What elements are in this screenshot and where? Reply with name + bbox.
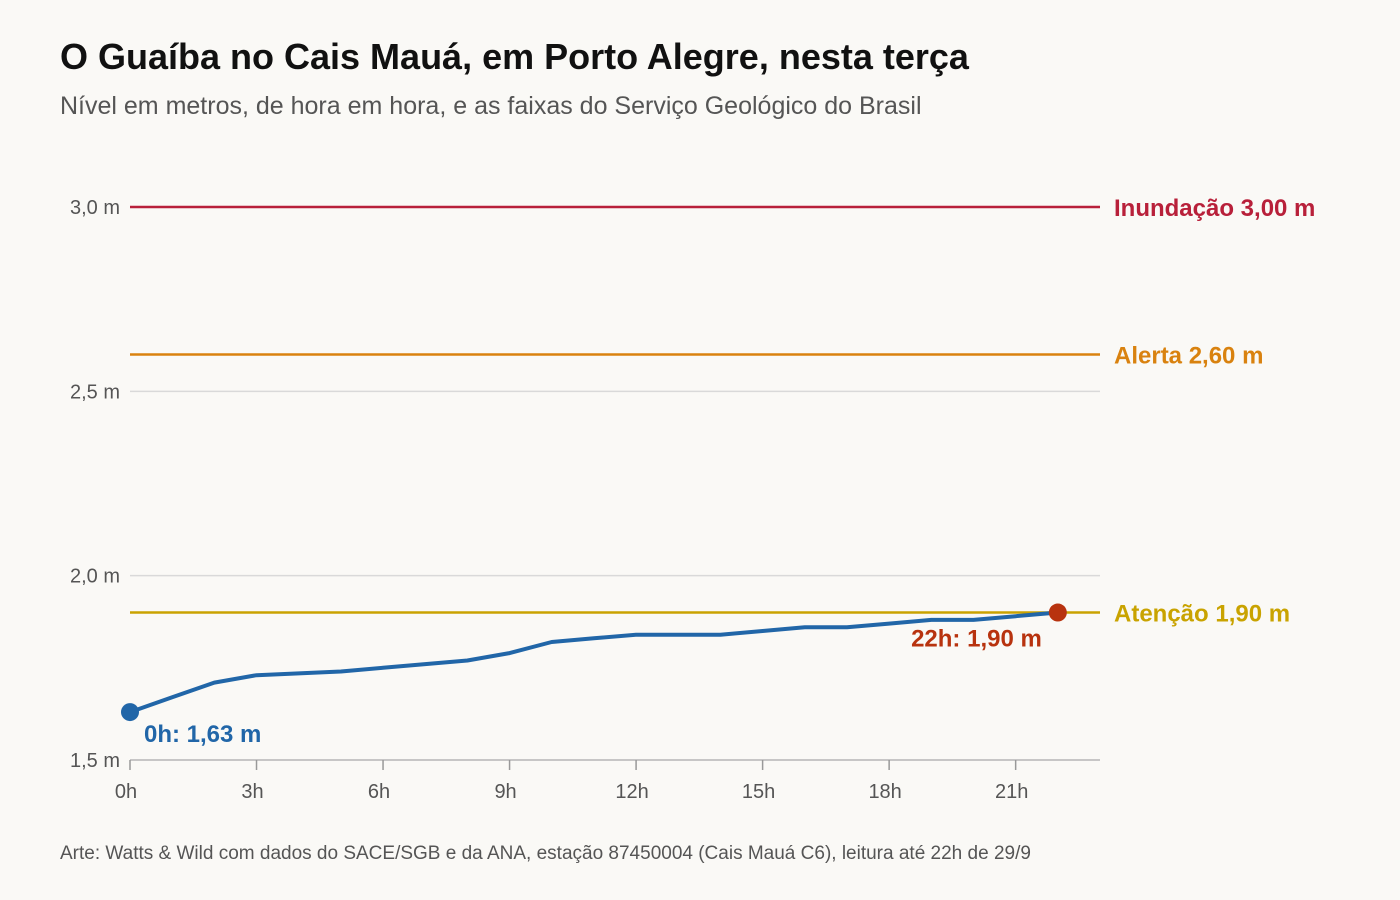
chart-subtitle: Nível em metros, de hora em hora, e as f… (60, 92, 922, 120)
series-layer (128, 610, 1060, 715)
x-tick-label: 15h (742, 781, 775, 803)
x-tick-label: 21h (995, 781, 1028, 803)
annotation-layer: 0h: 1,63 m 22h: 1,90 m (121, 603, 1067, 748)
chart-title: O Guaíba no Cais Mauá, em Porto Alegre, … (60, 36, 969, 77)
x-tick-label: 18h (868, 781, 901, 803)
source-note: Arte: Watts & Wild com dados do SACE/SGB… (60, 843, 1031, 864)
x-tick-label: 12h (615, 781, 648, 803)
series-line (128, 610, 1060, 715)
x-tick-label: 9h (494, 781, 516, 803)
threshold-label-alerta: Alerta 2,60 m (1114, 342, 1263, 369)
x-tick-label: 3h (241, 781, 263, 803)
threshold-label-atencao: Atenção 1,90 m (1114, 601, 1290, 628)
data-point-first (121, 703, 139, 722)
threshold-layer: Inundação 3,00 m Alerta 2,60 m Atenção 1,9… (130, 195, 1315, 628)
data-label-first: 0h: 1,63 m (144, 721, 261, 748)
threshold-label-inundacao: Inundação 3,00 m (1114, 195, 1315, 222)
y-tick-label: 2,0 m (70, 566, 120, 588)
y-tick-label: 1,5 m (70, 750, 120, 772)
x-tick-label: 6h (368, 781, 390, 803)
y-tick-label: 3,0 m (70, 197, 120, 219)
data-label-last: 22h: 1,90 m (911, 626, 1042, 653)
grid-layer (130, 206, 1100, 761)
x-tick-label: 0h (115, 781, 137, 803)
axis-layer: 1,5 m 2,0 m 2,5 m 3,0 m 0h 3h 6h 9h 12h 15h 18h 21h (70, 197, 1100, 803)
y-tick-label: 2,5 m (70, 381, 120, 403)
data-point-last (1048, 603, 1067, 622)
